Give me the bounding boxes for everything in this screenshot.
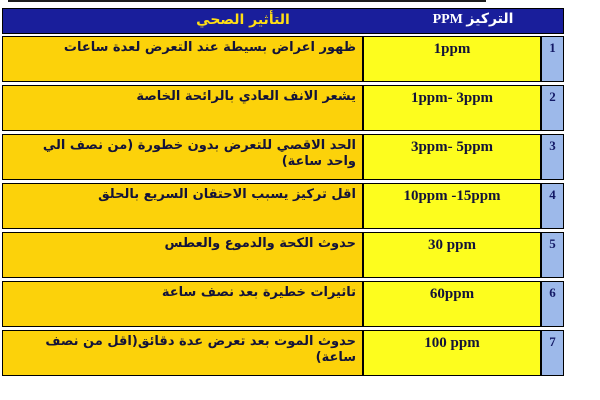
- table-row: يشعر الانف العادي بالرائحة الخاصة 1ppm- 3…: [2, 85, 564, 131]
- row-number-cell: 2: [541, 85, 564, 131]
- ppm-value-cell: 10ppm -15ppm: [363, 183, 541, 229]
- table-header-row: التأثير الصحي التركيز PPM: [2, 8, 564, 34]
- ppm-value-cell: 30 ppm: [363, 232, 541, 278]
- table-row: حدوث الموت بعد تعرض عدة دقائق(اقل من نصف…: [2, 330, 564, 376]
- health-effect-cell: حدوث الكحة والدموع والعطس: [2, 232, 363, 278]
- table-row: اقل تركيز يسبب الاحتقان السريع بالحلق 10p…: [2, 183, 564, 229]
- table-body: ظهور اعراض بسيطة عند التعرض لعدة ساعات 1p…: [2, 36, 564, 376]
- row-number-cell: 6: [541, 281, 564, 327]
- row-number-cell: 5: [541, 232, 564, 278]
- header-ppm-concentration-label: التركيز PPM: [432, 12, 514, 27]
- table-row: حدوث الكحة والدموع والعطس 30 ppm 5: [2, 232, 564, 278]
- table-row: ظهور اعراض بسيطة عند التعرض لعدة ساعات 1p…: [2, 36, 564, 82]
- health-effect-cell: حدوث الموت بعد تعرض عدة دقائق(اقل من نصف…: [2, 330, 363, 376]
- row-number-cell: 3: [541, 134, 564, 180]
- row-number-cell: 4: [541, 183, 564, 229]
- ppm-value-cell: 1ppm- 3ppm: [363, 85, 541, 131]
- row-number-cell: 1: [541, 36, 564, 82]
- ppm-value-cell: 1ppm: [363, 36, 541, 82]
- table-row: تاثيرات خطيرة بعد نصف ساعة 60ppm 6: [2, 281, 564, 327]
- header-health-effect-label: التأثير الصحي: [196, 12, 290, 28]
- health-effect-cell: الحد الاقصي للتعرض بدون خطورة (من نصف ال…: [2, 134, 363, 180]
- top-border-line: [8, 0, 486, 2]
- ppm-value-cell: 100 ppm: [363, 330, 541, 376]
- ppm-value-cell: 60ppm: [363, 281, 541, 327]
- row-number-cell: 7: [541, 330, 564, 376]
- health-effect-cell: اقل تركيز يسبب الاحتقان السريع بالحلق: [2, 183, 363, 229]
- ppm-value-cell: 3ppm- 5ppm: [363, 134, 541, 180]
- table-row: الحد الاقصي للتعرض بدون خطورة (من نصف ال…: [2, 134, 564, 180]
- health-effect-cell: تاثيرات خطيرة بعد نصف ساعة: [2, 281, 363, 327]
- health-effect-cell: يشعر الانف العادي بالرائحة الخاصة: [2, 85, 363, 131]
- ppm-health-effects-table: التأثير الصحي التركيز PPM ظهور اعراض بسي…: [2, 8, 564, 376]
- health-effect-cell: ظهور اعراض بسيطة عند التعرض لعدة ساعات: [2, 36, 363, 82]
